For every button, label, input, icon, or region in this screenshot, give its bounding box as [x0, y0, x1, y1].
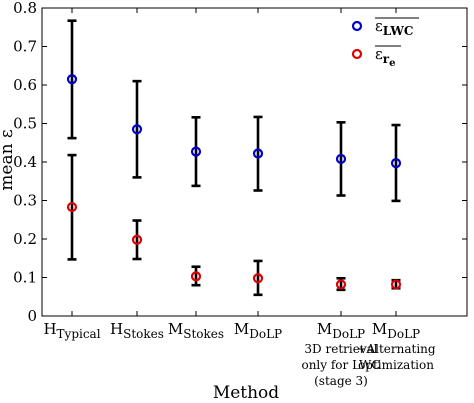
x-tick-label: MDoLP [234, 320, 282, 341]
data-point-re [131, 234, 143, 245]
x-tick-note: (stage 3) [314, 374, 368, 388]
x-tick-note: optimization [358, 358, 434, 372]
data-point-lwc [66, 74, 78, 85]
y-tick-label: 0.4 [13, 153, 37, 171]
y-tick-label: 0 [27, 307, 37, 325]
y-tick-label: 0.8 [13, 0, 37, 17]
y-tick-label: 0.3 [13, 192, 37, 210]
x-axis-label: Method [213, 383, 279, 403]
data-point-lwc [252, 148, 264, 159]
y-tick-label: 0.2 [13, 230, 37, 248]
data-points [66, 74, 402, 290]
y-tick-label: 0.6 [13, 76, 37, 94]
legend-marker [351, 20, 363, 32]
data-point-lwc [131, 124, 143, 135]
x-tick-note: only for LWC [301, 358, 380, 372]
x-tick-label: HTypical [43, 320, 100, 341]
x-tick-label: HStokes [110, 320, 164, 341]
plot-frame [41, 7, 468, 317]
y-axis-ticks: 0 0.1 0.2 0.3 0.4 0.5 0.6 0.7 0.8 [13, 0, 467, 325]
data-point-re [335, 279, 347, 290]
y-tick-label: 0.5 [13, 115, 37, 133]
y-tick-label: 0.7 [13, 38, 37, 56]
legend: εLWC εre [351, 17, 419, 69]
data-point-lwc [390, 158, 402, 169]
y-tick-label: 0.1 [13, 269, 37, 287]
data-point-re [190, 271, 202, 282]
data-point-re [390, 279, 402, 290]
data-point-lwc [335, 153, 347, 165]
error-bars [67, 19, 401, 297]
plot-area-border [41, 7, 468, 317]
data-point-re [66, 201, 78, 213]
data-point-lwc [190, 146, 202, 157]
data-point-re [252, 273, 264, 284]
legend-marker [351, 48, 363, 60]
x-tick-label: MStokes [168, 320, 224, 341]
x-tick-note: +Alternating [356, 342, 435, 356]
x-tick-label: MDoLP [372, 320, 420, 341]
legend-label: εre [375, 45, 395, 69]
x-tick-note: 3D retrieval [304, 342, 377, 356]
legend-label: εLWC [375, 17, 413, 38]
x-tick-label: MDoLP [317, 320, 365, 341]
y-axis-label: mean ε [0, 129, 17, 191]
